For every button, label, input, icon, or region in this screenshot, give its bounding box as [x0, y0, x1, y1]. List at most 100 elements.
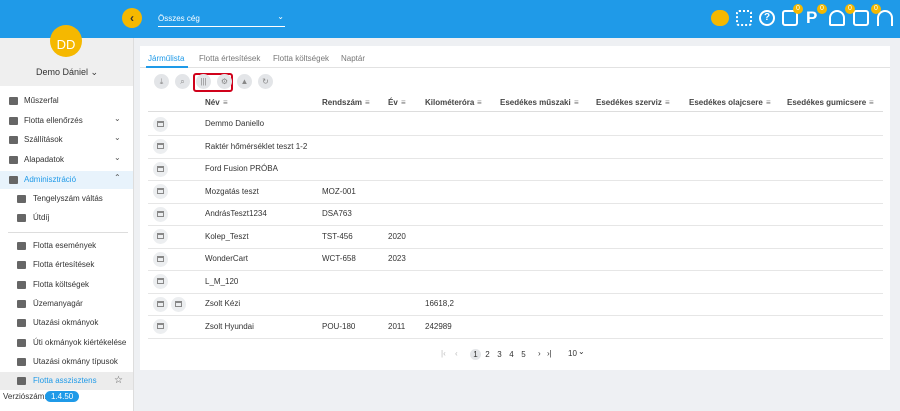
menu-item[interactable]: Flotta ellenőrzés	[24, 115, 83, 125]
menu-highlight	[0, 372, 133, 390]
tab[interactable]: Járműlista	[148, 54, 185, 63]
cell: DSA763	[322, 209, 352, 219]
menu-item[interactable]: Útdíj	[33, 213, 50, 222]
cell: Kolep_Teszt	[205, 231, 249, 241]
favorite-star[interactable]: ☆	[114, 375, 123, 386]
calendar-button[interactable]	[153, 229, 168, 245]
sidebar	[0, 38, 134, 411]
active-tab-underline	[146, 66, 188, 68]
avatar[interactable]: DD	[50, 25, 82, 57]
filter-icon[interactable]: ≡	[766, 98, 771, 107]
filter-icon[interactable]: ≡	[223, 98, 228, 107]
menu-icon	[17, 377, 26, 385]
toolbar-button[interactable]: ▲	[237, 74, 252, 89]
badge: 0	[817, 4, 827, 14]
column-header[interactable]: Rendszám	[322, 98, 363, 107]
edit-button[interactable]	[171, 296, 186, 312]
cell: Mozgatás teszt	[205, 186, 259, 196]
bell-icon[interactable]	[829, 10, 845, 26]
menu-item[interactable]: Tengelyszám váltás	[33, 194, 103, 203]
grid-icon[interactable]	[736, 10, 752, 26]
cell: Zsolt Kézi	[205, 299, 241, 309]
row-divider	[148, 247, 883, 249]
cell: Demmo Daniello	[205, 119, 265, 128]
tab[interactable]: Flotta értesítések	[199, 54, 261, 63]
menu-item[interactable]: Flotta események	[33, 241, 97, 250]
cell: 242989	[425, 321, 452, 331]
calendar-button[interactable]	[153, 116, 168, 132]
page-number[interactable]: 3	[497, 350, 502, 359]
tab[interactable]: Naptár	[341, 54, 366, 63]
column-header[interactable]: Év	[388, 98, 398, 107]
tab[interactable]: Flotta költségek	[273, 54, 330, 63]
menu-item[interactable]: Úti okmányok kiértékelése	[33, 337, 127, 347]
calendar-button[interactable]	[153, 251, 168, 267]
toolbar-button[interactable]: ⚙	[217, 74, 232, 89]
menu-icon	[17, 338, 26, 347]
column-header[interactable]: Esedékes szerviz	[596, 98, 662, 107]
headset-icon[interactable]	[877, 10, 893, 26]
row-divider	[148, 270, 883, 272]
chat-icon[interactable]	[853, 10, 869, 26]
cell: 16618,2	[425, 299, 454, 309]
menu-item[interactable]: Üzemanyagár	[33, 298, 83, 308]
calendar-button[interactable]	[153, 184, 168, 200]
menu-item[interactable]: Flotta költségek	[33, 279, 90, 289]
column-header[interactable]: Esedékes gumicsere	[787, 98, 867, 107]
filter-icon[interactable]: ≡	[477, 98, 482, 107]
page-size[interactable]: 10	[568, 349, 577, 358]
page-size-chevron[interactable]: ⌄	[578, 347, 585, 356]
toolbar-button[interactable]: ⤓	[154, 74, 169, 89]
page-number[interactable]: 1	[470, 349, 481, 360]
menu-item[interactable]: Flotta értesítések	[33, 260, 95, 270]
menu-item[interactable]: Szállítások	[24, 135, 63, 145]
menu-item[interactable]: Adminisztráció	[24, 175, 77, 184]
user-name[interactable]: Demo Dániel ⌄	[36, 67, 99, 77]
column-header[interactable]: Esedékes olajcsere	[689, 98, 763, 107]
cell: MOZ-001	[322, 186, 356, 196]
toolbar-button[interactable]: |||	[196, 74, 211, 89]
menu-item[interactable]: Alapadatok	[24, 155, 65, 165]
chevron: ⌄	[114, 113, 121, 123]
page-first[interactable]: |‹	[441, 349, 446, 358]
column-header[interactable]: Név	[205, 98, 220, 107]
menu-item[interactable]: Flotta asszisztens	[33, 376, 97, 385]
calendar-button[interactable]	[153, 296, 168, 312]
page-next[interactable]: ›	[538, 349, 541, 358]
toolbar-button[interactable]: ↻	[258, 74, 273, 89]
company-select[interactable]: Összes cég ⌄	[158, 12, 285, 27]
menu-item[interactable]: Műszerfal	[24, 96, 59, 105]
document-icon[interactable]	[782, 10, 798, 26]
calendar-button[interactable]	[153, 319, 168, 335]
toolbar-button[interactable]: ⌕	[175, 74, 190, 89]
menu-item[interactable]: Utazási okmányok	[33, 318, 99, 328]
filter-icon[interactable]: ≡	[665, 98, 670, 107]
cell: POU-180	[322, 321, 356, 331]
page-number[interactable]: 2	[485, 350, 490, 359]
page-prev[interactable]: ‹	[455, 349, 458, 358]
filter-icon[interactable]: ≡	[365, 98, 370, 107]
parking-icon[interactable]: P	[806, 8, 818, 27]
filter-icon[interactable]: ≡	[869, 98, 874, 107]
menu-item[interactable]: Utazási okmány típusok	[33, 356, 118, 366]
calendar-button[interactable]	[153, 274, 168, 290]
page-last[interactable]: ›|	[547, 349, 552, 358]
page-number[interactable]: 5	[521, 350, 526, 359]
calendar-button[interactable]	[153, 139, 168, 155]
cell: Raktér hőmérséklet teszt 1-2	[205, 141, 308, 151]
filter-icon[interactable]: ≡	[574, 98, 579, 107]
filter-icon[interactable]: ≡	[401, 98, 406, 107]
help-icon[interactable]: ?	[759, 10, 775, 26]
collapse-button[interactable]: ‹	[122, 8, 142, 28]
cell: Zsolt Hyundai	[205, 321, 254, 331]
cell: WCT-658	[322, 254, 356, 264]
column-header[interactable]: Kilométeróra	[425, 98, 475, 107]
column-header[interactable]: Esedékes műszaki	[500, 98, 571, 107]
row-divider	[148, 292, 883, 294]
calendar-button[interactable]	[153, 206, 168, 222]
user-name-text: Demo Dániel	[36, 67, 89, 77]
page-number[interactable]: 4	[509, 350, 514, 359]
piggy-icon[interactable]	[711, 10, 729, 26]
calendar-button[interactable]	[153, 161, 168, 177]
